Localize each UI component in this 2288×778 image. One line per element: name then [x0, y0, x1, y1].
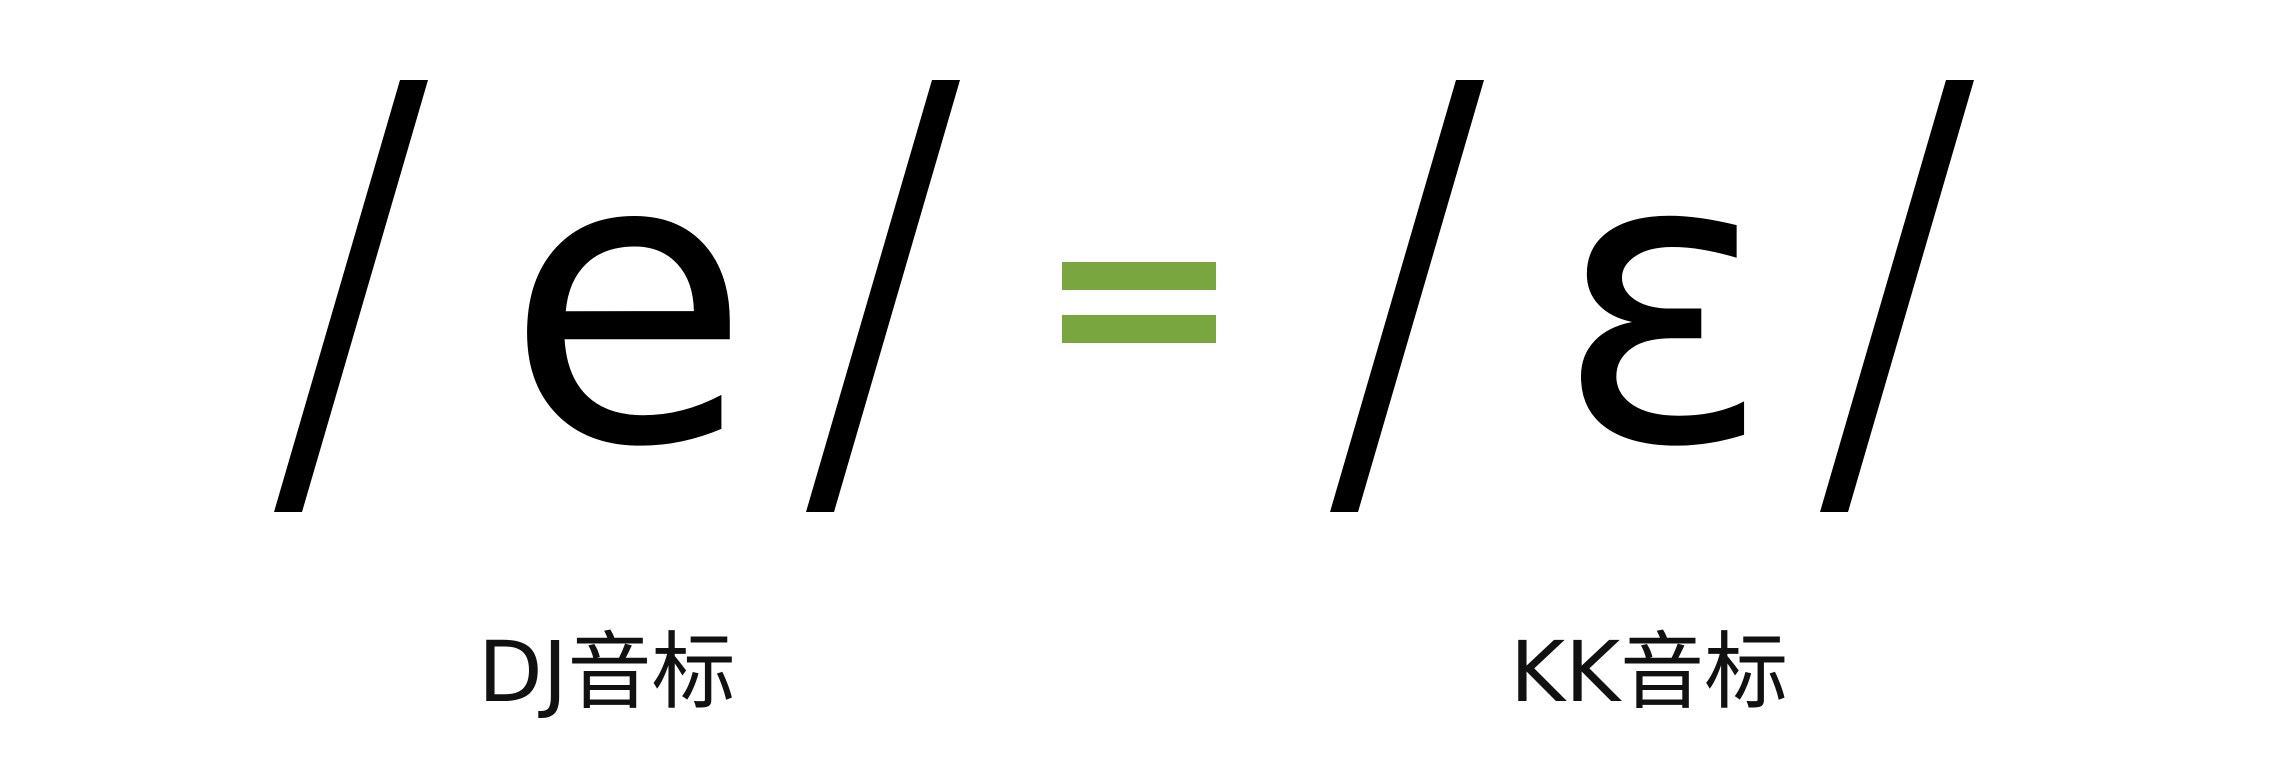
- kk-phonetic-label: KK音标: [1510, 623, 1789, 721]
- right-close-slash: [1820, 80, 1974, 512]
- equals-bar-bottom: [1062, 315, 1216, 343]
- dj-vowel-e: e: [505, 70, 751, 535]
- left-open-slash: [274, 80, 428, 512]
- left-close-slash: [806, 80, 960, 512]
- dj-phonetic-symbol: e: [274, 70, 960, 535]
- right-open-slash: [1330, 80, 1484, 512]
- equals-sign: [1062, 262, 1216, 343]
- equals-bar-top: [1062, 262, 1216, 290]
- kk-phonetic-symbol: ɛ: [1330, 70, 1974, 535]
- dj-phonetic-label: DJ音标: [478, 623, 736, 721]
- kk-vowel-epsilon: ɛ: [1555, 70, 1771, 535]
